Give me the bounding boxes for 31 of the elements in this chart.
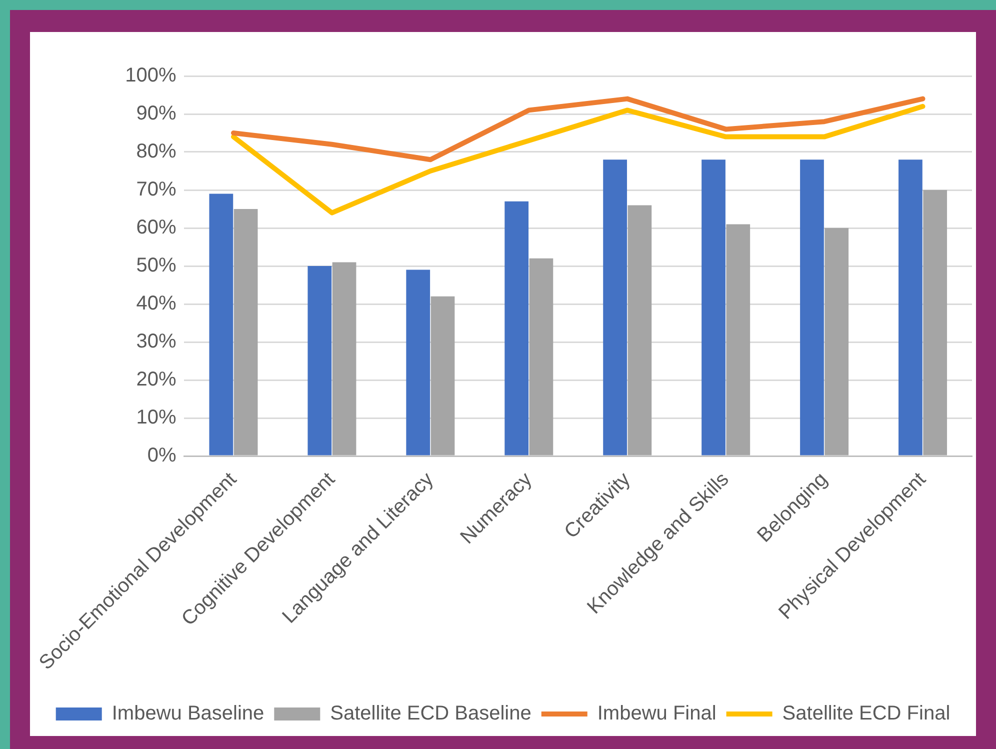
bar: [529, 258, 554, 456]
y-tick-label: 80%: [136, 140, 176, 163]
y-tick-label: 30%: [136, 330, 176, 353]
bar: [406, 270, 430, 456]
bar: [898, 160, 922, 456]
y-tick-label: 20%: [136, 368, 176, 391]
bar: [603, 160, 627, 456]
legend-label: Satellite ECD Final: [782, 702, 950, 725]
y-tick-label: 50%: [136, 254, 176, 277]
bar: [800, 160, 824, 456]
y-tick-label: 10%: [136, 406, 176, 429]
y-tick-label: 60%: [136, 216, 176, 239]
legend-label: Imbewu Baseline: [112, 702, 264, 725]
bar: [726, 224, 750, 456]
y-tick-label: 70%: [136, 178, 176, 201]
y-tick-label: 90%: [136, 102, 176, 125]
bar: [702, 160, 726, 456]
bar: [628, 205, 652, 456]
bar: [430, 296, 455, 456]
bar: [209, 194, 234, 456]
y-tick-label: 40%: [136, 292, 176, 315]
bar: [308, 266, 332, 456]
bar: [824, 228, 849, 456]
bar: [234, 209, 258, 456]
legend-label: Imbewu Final: [597, 702, 716, 725]
y-tick-label: 0%: [147, 444, 176, 467]
bar: [504, 201, 529, 456]
bar: [923, 190, 948, 456]
y-tick-label: 100%: [125, 64, 176, 87]
legend-label: Satellite ECD Baseline: [330, 702, 532, 725]
bar: [332, 262, 356, 456]
